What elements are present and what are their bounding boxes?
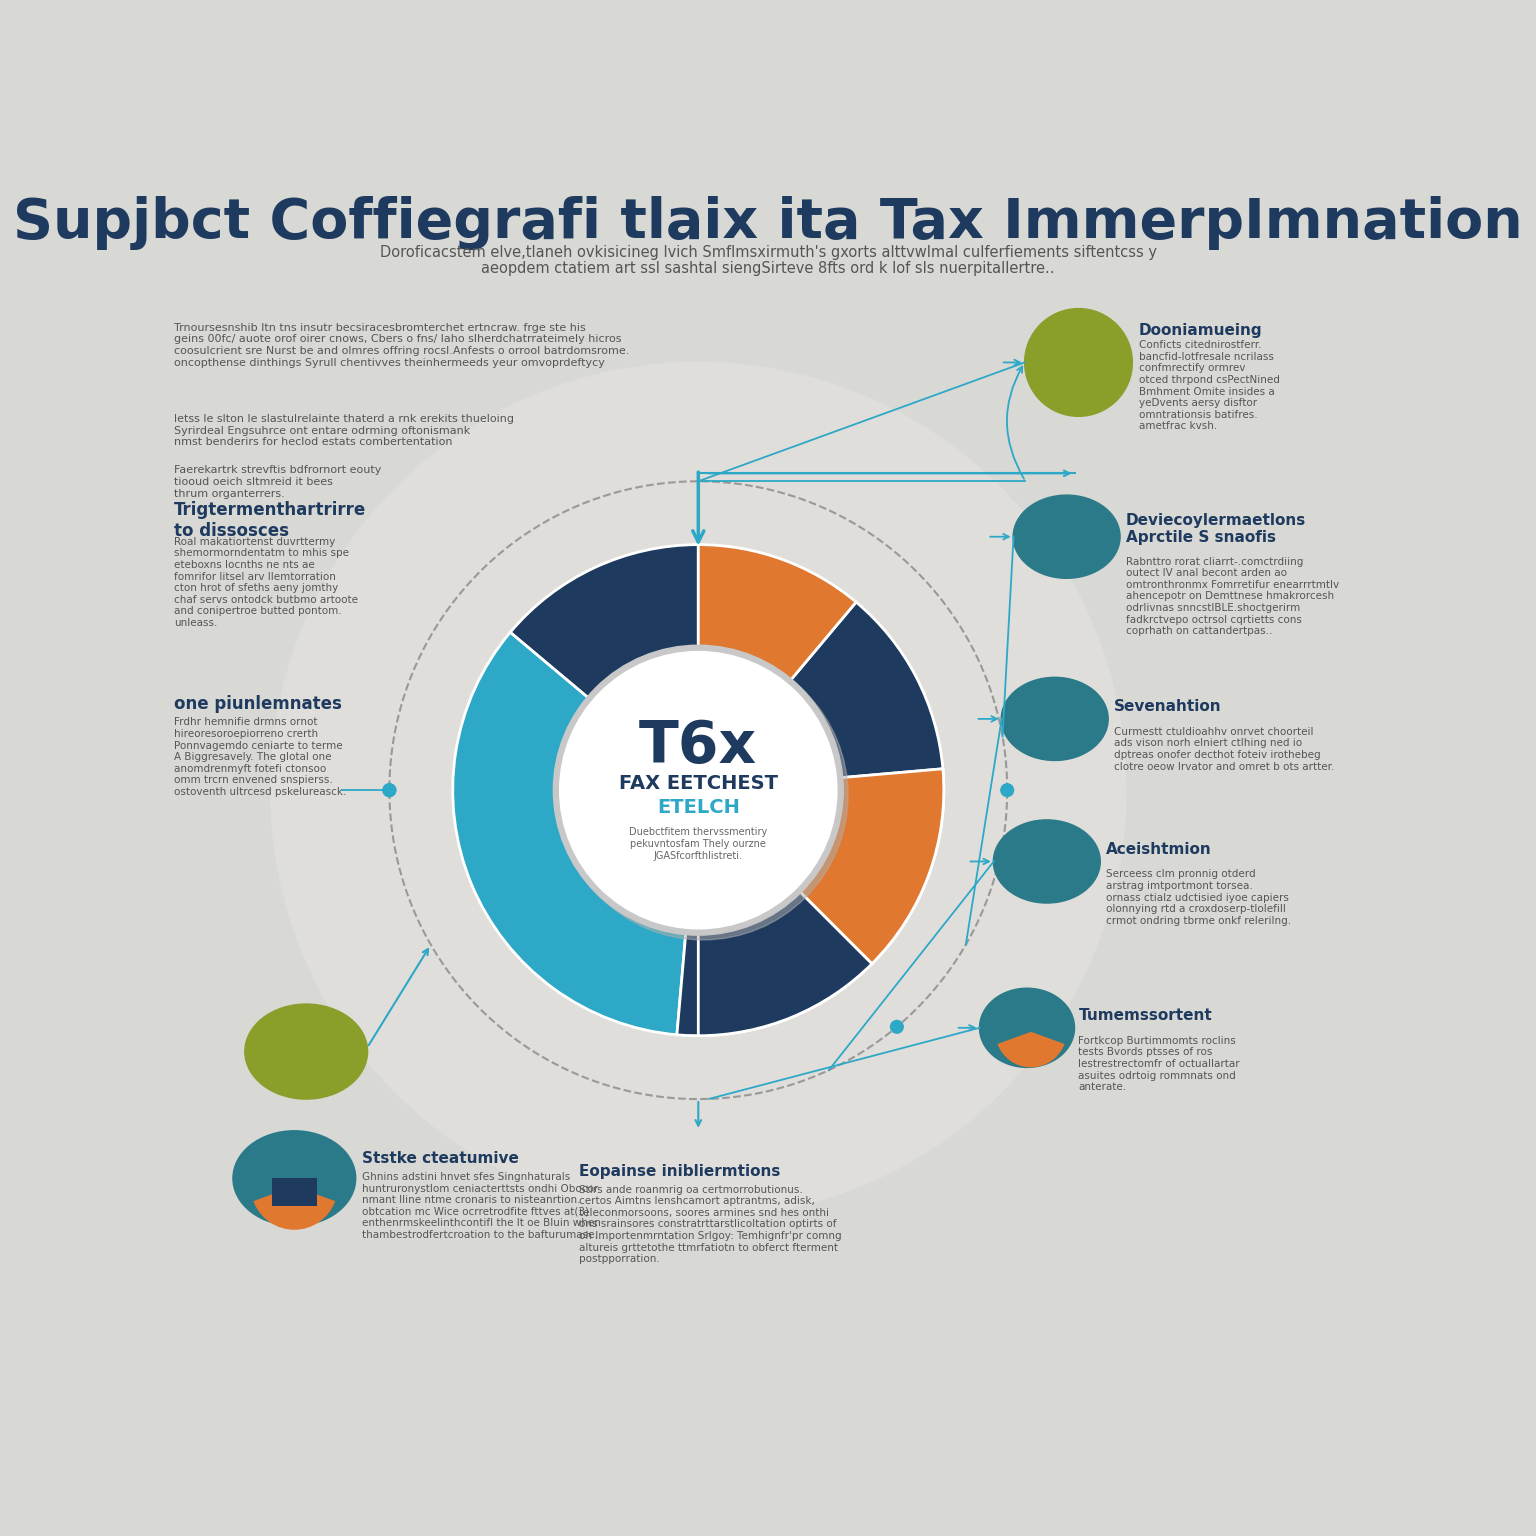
Ellipse shape <box>233 1130 356 1226</box>
Text: T6x: T6x <box>639 719 757 776</box>
Circle shape <box>382 783 396 797</box>
Text: Tumemssortent: Tumemssortent <box>1078 1008 1212 1023</box>
Circle shape <box>553 645 843 935</box>
Text: Trigtermenthartrirre
to dissosces: Trigtermenthartrirre to dissosces <box>174 501 366 539</box>
Wedge shape <box>453 633 687 1035</box>
Text: Sevenahtion: Sevenahtion <box>1114 699 1221 714</box>
Ellipse shape <box>980 988 1075 1068</box>
Wedge shape <box>997 1032 1064 1068</box>
FancyBboxPatch shape <box>272 1178 316 1206</box>
Wedge shape <box>699 545 856 684</box>
Text: Rabnttro rorat cliarrt-.comctrdiing
outect lV anal becont arden ao
omtronthronmx: Rabnttro rorat cliarrt-.comctrdiing oute… <box>1126 556 1339 636</box>
Ellipse shape <box>244 1005 367 1100</box>
Text: letss le slton le slastulrelainte thaterd a rnk erekits thueloing
Syrirdeal Engs: letss le slton le slastulrelainte thater… <box>174 413 515 447</box>
Text: Deviecoylermaetlons
Aprctile S snaofis: Deviecoylermaetlons Aprctile S snaofis <box>1126 513 1306 545</box>
Circle shape <box>559 651 837 929</box>
Circle shape <box>891 1020 903 1034</box>
Text: Conficts citednirostferr.
bancfid-lotfresale ncrilass
confmrectify ormrev
otced : Conficts citednirostferr. bancfid-lotfre… <box>1138 341 1279 432</box>
Text: Aceishtmion: Aceishtmion <box>1106 842 1212 857</box>
Wedge shape <box>823 770 943 894</box>
Wedge shape <box>768 849 922 1003</box>
Text: Eopainse inibliermtions: Eopainse inibliermtions <box>579 1164 780 1180</box>
Text: Roal makatiortenst duvrttermy
shemormorndentatm to mhis spe
eteboxns locnths ne : Roal makatiortenst duvrttermy shemormorn… <box>174 536 358 628</box>
Ellipse shape <box>1014 495 1120 578</box>
Text: Frdhr hemnifie drmns ornot
hireoresoroepiorreno crerth
Ponnvagemdo ceniarte to t: Frdhr hemnifie drmns ornot hireoresoroep… <box>174 717 346 797</box>
Wedge shape <box>253 1186 335 1230</box>
Ellipse shape <box>1001 677 1107 760</box>
Text: Serceess clm pronnig otderd
arstrag imtportmont torsea.
ornass ctialz udctisied : Serceess clm pronnig otderd arstrag imtp… <box>1106 869 1292 926</box>
Wedge shape <box>677 911 822 1035</box>
Text: FAX EETCHEST: FAX EETCHEST <box>619 774 777 793</box>
Circle shape <box>382 783 396 797</box>
Circle shape <box>558 650 848 940</box>
Wedge shape <box>796 770 943 963</box>
Text: Stirs ande roanmrig oa certmorrobutionus.
certos Aimtns lenshcamort aptrantms, a: Stirs ande roanmrig oa certmorrobutionus… <box>579 1184 842 1264</box>
Circle shape <box>1001 783 1014 797</box>
Text: Ghnins adstini hnvet sfes Singnhaturals
huntruronystlom ceniacterttsts ondhi Obo: Ghnins adstini hnvet sfes Singnhaturals … <box>361 1172 601 1240</box>
Text: Ststke cteatumive: Ststke cteatumive <box>361 1150 519 1166</box>
Text: Faerekartrk strevftis bdfrornort eouty
tiooud oeich sltmreid it bees
thrum organ: Faerekartrk strevftis bdfrornort eouty t… <box>174 465 381 499</box>
Text: Supjbct Coffiegrafi tlaix ita Tax ImmerpImnation: Supjbct Coffiegrafi tlaix ita Tax Immerp… <box>14 197 1522 250</box>
Wedge shape <box>510 545 699 700</box>
Wedge shape <box>788 602 943 779</box>
Text: one piunlemnates: one piunlemnates <box>174 696 343 713</box>
Circle shape <box>270 362 1126 1218</box>
Text: Duebctfitem thervssmentiry
pekuvntosfam Thely ourzne
JGASfcorfthlistreti.: Duebctfitem thervssmentiry pekuvntosfam … <box>630 828 768 860</box>
Circle shape <box>1029 1012 1049 1031</box>
Circle shape <box>1001 1011 1025 1032</box>
Text: Curmestt ctuldioahhv onrvet choorteil
ads vison norh elniert ctlhing ned io
dptr: Curmestt ctuldioahhv onrvet choorteil ad… <box>1114 727 1335 771</box>
Text: Fortkcop Burtimmomts roclins
tests Bvords ptsses of ros
lestrestrectomfr of octu: Fortkcop Burtimmomts roclins tests Bvord… <box>1078 1035 1240 1092</box>
Text: Dooniamueing: Dooniamueing <box>1138 323 1263 338</box>
Text: aeopdem ctatiem art ssl sashtal siengSirteve 8fts ord k lof sls nuerpitallertre.: aeopdem ctatiem art ssl sashtal siengSir… <box>481 261 1055 276</box>
Text: Doroficacstem elve,tlaneh ovkisicineg lvich Smflmsxirmuth's gxorts alttvwlmal cu: Doroficacstem elve,tlaneh ovkisicineg lv… <box>379 246 1157 260</box>
Wedge shape <box>699 888 872 1035</box>
Circle shape <box>1025 309 1132 416</box>
Text: ETELCH: ETELCH <box>657 799 740 817</box>
Text: Trnoursesnshib Itn tns insutr becsiracesbromterchet ertncraw. frge ste his
geins: Trnoursesnshib Itn tns insutr becsiraces… <box>174 323 630 367</box>
Ellipse shape <box>994 820 1100 903</box>
